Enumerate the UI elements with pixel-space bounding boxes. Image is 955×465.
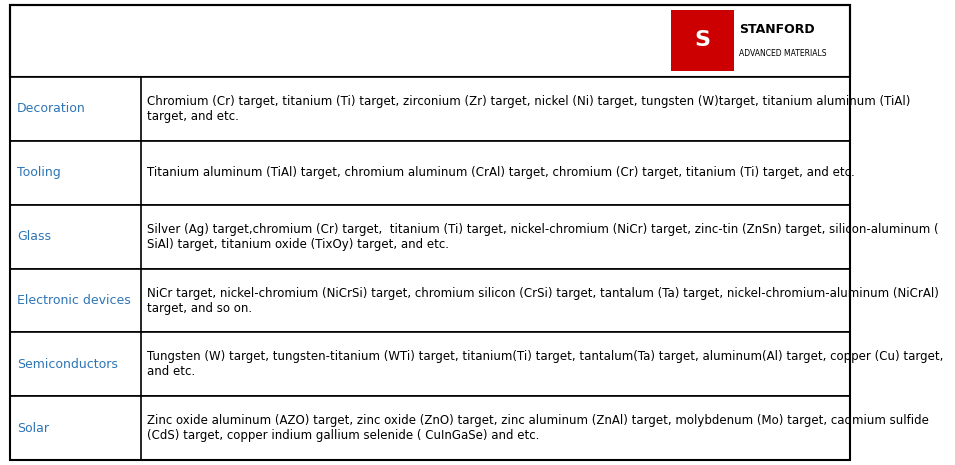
Text: Glass: Glass (17, 230, 52, 243)
Bar (11, 205, 850, 269)
Text: Sputtering Target Used for Different Applications: Sputtering Target Used for Different App… (19, 29, 716, 53)
Bar (11, 141, 850, 205)
Text: Zinc oxide aluminum (AZO) target, zinc oxide (ZnO) target, zinc aluminum (ZnAl) : Zinc oxide aluminum (AZO) target, zinc o… (147, 414, 929, 442)
Text: ADVANCED MATERIALS: ADVANCED MATERIALS (739, 49, 827, 58)
Text: Tooling: Tooling (17, 166, 61, 179)
Bar (11, 269, 850, 332)
Text: Decoration: Decoration (17, 102, 86, 115)
Text: Silver (Ag) target,chromium (Cr) target,  titanium (Ti) target, nickel-chromium : Silver (Ag) target,chromium (Cr) target,… (147, 223, 939, 251)
Bar (671, 10, 733, 71)
Text: Titanium aluminum (TiAl) target, chromium aluminum (CrAl) target, chromium (Cr) : Titanium aluminum (TiAl) target, chromiu… (147, 166, 855, 179)
Bar (11, 5, 850, 77)
Text: Electronic devices: Electronic devices (17, 294, 131, 307)
Text: Solar: Solar (17, 422, 50, 435)
Text: Semiconductors: Semiconductors (17, 358, 118, 371)
Bar (11, 332, 850, 396)
Bar (11, 396, 850, 460)
Text: Chromium (Cr) target, titanium (Ti) target, zirconium (Zr) target, nickel (Ni) t: Chromium (Cr) target, titanium (Ti) targ… (147, 95, 911, 123)
Text: NiCr target, nickel-chromium (NiCrSi) target, chromium silicon (CrSi) target, ta: NiCr target, nickel-chromium (NiCrSi) ta… (147, 286, 940, 314)
Text: S: S (694, 30, 711, 50)
Text: Tungsten (W) target, tungsten-titanium (WTi) target, titanium(Ti) target, tantal: Tungsten (W) target, tungsten-titanium (… (147, 351, 944, 379)
Bar (11, 77, 850, 141)
Text: STANFORD: STANFORD (739, 23, 815, 36)
